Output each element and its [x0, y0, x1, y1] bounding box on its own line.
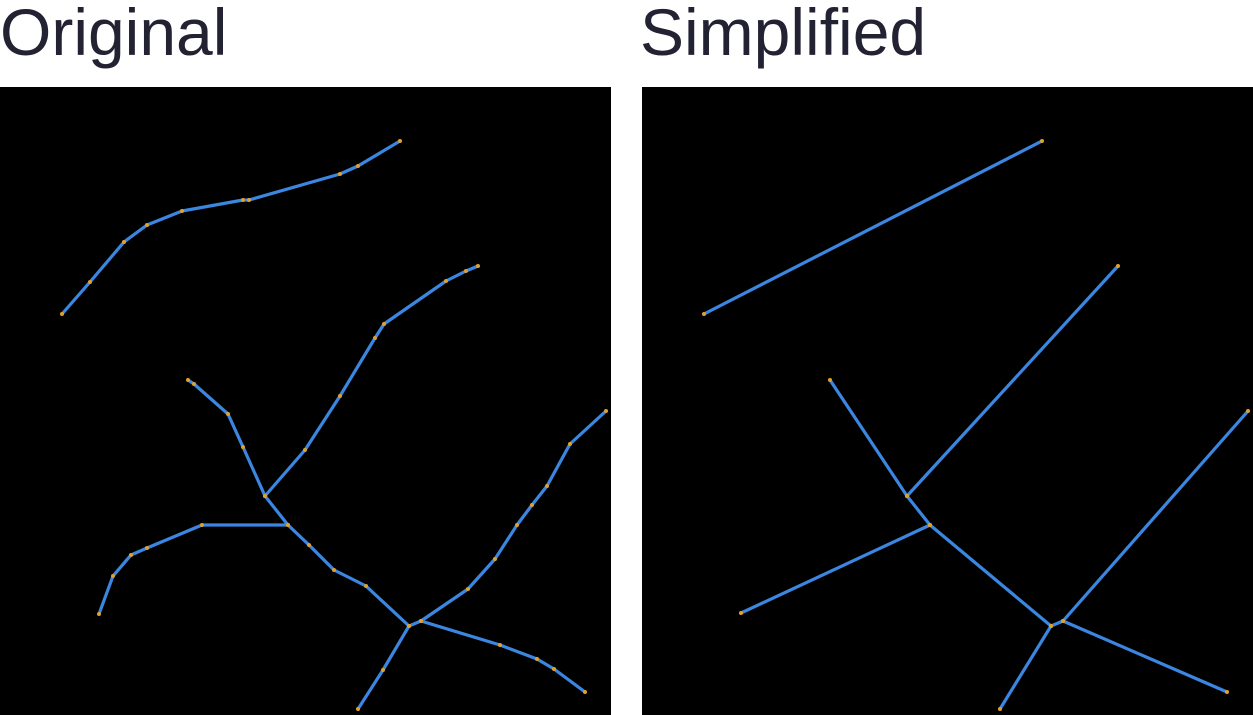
simplified-vertex [1225, 690, 1229, 694]
original-vertex [60, 312, 64, 316]
original-vertex [498, 643, 502, 647]
simplified-line-3 [828, 378, 909, 498]
original-vertex [535, 657, 539, 661]
original-panel [0, 87, 611, 715]
simplified-vertex [1246, 409, 1250, 413]
simplified-network-diagram [702, 139, 1250, 711]
original-vertex [145, 223, 149, 227]
simplified-vertex [739, 611, 743, 615]
original-vertex [180, 209, 184, 213]
simplified-line-1 [702, 139, 1044, 316]
simplified-vertex [1061, 619, 1065, 623]
original-vertex [307, 543, 311, 547]
simplified-vertex [998, 707, 1002, 711]
original-vertex [88, 280, 92, 284]
original-vertex [364, 584, 368, 588]
simplified-line-5 [739, 523, 932, 615]
original-vertex [515, 523, 519, 527]
simplified-line-4 [905, 494, 932, 527]
original-vertex [111, 574, 115, 578]
original-vertex [338, 394, 342, 398]
original-vertex [192, 382, 196, 386]
original-line-4 [97, 494, 290, 616]
original-vertex [373, 336, 377, 340]
original-vertex [407, 624, 411, 628]
original-line-6 [356, 624, 411, 711]
original-line-3 [186, 378, 267, 498]
original-vertex [444, 279, 448, 283]
original-vertex [464, 269, 468, 273]
simplified-vertex [928, 523, 932, 527]
original-vertex [332, 568, 336, 572]
original-vertex [356, 164, 360, 168]
simplified-line-9 [1061, 409, 1250, 623]
original-vertex [200, 523, 204, 527]
original-vertex [338, 172, 342, 176]
original-vertex [263, 494, 267, 498]
simplified-title: Simplified [640, 0, 927, 69]
original-line-8 [419, 619, 587, 694]
original-vertex [552, 667, 556, 671]
simplified-vertex [1040, 139, 1044, 143]
original-line-2 [263, 264, 480, 498]
simplified-line-8 [1049, 619, 1065, 628]
original-vertex [145, 546, 149, 550]
original-vertex [286, 523, 290, 527]
original-vertex [604, 409, 608, 413]
original-line-7 [407, 409, 608, 628]
original-vertex [241, 445, 245, 449]
original-vertex [381, 668, 385, 672]
original-vertex [241, 198, 245, 202]
original-title: Original [0, 0, 228, 69]
original-vertex [583, 690, 587, 694]
original-vertex [186, 378, 190, 382]
original-vertex [466, 587, 470, 591]
original-vertex [493, 557, 497, 561]
original-vertex [226, 412, 230, 416]
simplified-panel [642, 87, 1253, 715]
simplified-vertex [828, 378, 832, 382]
simplified-line-2 [905, 264, 1120, 498]
simplified-line-6 [928, 523, 1053, 628]
original-vertex [568, 442, 572, 446]
simplified-line-7 [998, 624, 1053, 711]
simplified-line-10 [1061, 619, 1229, 694]
original-vertex [247, 198, 251, 202]
original-vertex [356, 707, 360, 711]
original-vertex [122, 240, 126, 244]
original-vertex [530, 503, 534, 507]
original-vertex [129, 553, 133, 557]
original-vertex [419, 619, 423, 623]
simplified-vertex [1049, 624, 1053, 628]
simplified-vertex [702, 312, 706, 316]
original-line-1 [60, 139, 402, 316]
original-vertex [382, 322, 386, 326]
original-network-diagram [60, 139, 608, 711]
original-vertex [398, 139, 402, 143]
original-vertex [97, 612, 101, 616]
original-vertex [476, 264, 480, 268]
simplified-vertex [905, 494, 909, 498]
original-line-5 [286, 523, 411, 628]
simplified-vertex [1116, 264, 1120, 268]
original-vertex [545, 484, 549, 488]
original-vertex [303, 448, 307, 452]
